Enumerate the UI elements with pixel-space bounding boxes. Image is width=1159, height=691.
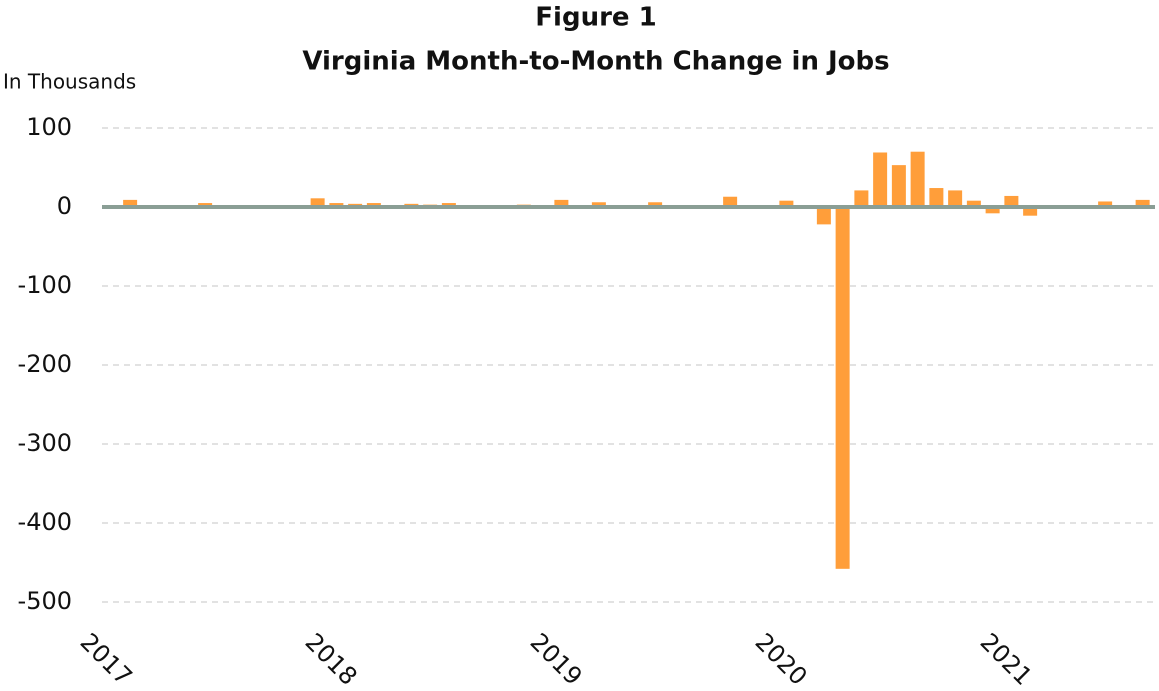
y-tick-label: -500 — [18, 587, 72, 615]
bar — [835, 207, 850, 569]
bar — [854, 190, 869, 207]
y-tick-label: 0 — [57, 192, 72, 220]
x-tick-label: 2018 — [300, 628, 363, 691]
bar — [1023, 207, 1038, 216]
x-tick-label: 2017 — [75, 628, 138, 691]
bar — [554, 199, 569, 207]
bar — [929, 188, 944, 207]
x-tick-label: 2020 — [750, 628, 813, 691]
bar — [948, 190, 963, 207]
bar — [966, 200, 981, 207]
bar — [591, 202, 606, 207]
bar — [1004, 195, 1019, 207]
bar — [985, 207, 1000, 214]
bar — [648, 202, 663, 207]
y-tick-label: -100 — [18, 271, 72, 299]
bar — [873, 152, 888, 207]
bar — [1098, 201, 1113, 207]
y-tick-label: -400 — [18, 508, 72, 536]
y-tick-label: 100 — [26, 113, 72, 141]
bar — [1135, 199, 1150, 207]
bar — [816, 207, 831, 225]
chart-title: Figure 1 — [535, 3, 656, 33]
bar — [779, 200, 794, 207]
y-tick-label: -200 — [18, 350, 72, 378]
bar — [910, 151, 925, 207]
y-tick-label: -300 — [18, 429, 72, 457]
bar — [723, 196, 738, 207]
x-tick-label: 2019 — [525, 628, 588, 691]
y-axis-label: In Thousands — [3, 70, 136, 94]
bar — [891, 165, 906, 207]
bar — [123, 199, 138, 207]
chart-subtitle: Virginia Month-to-Month Change in Jobs — [302, 47, 889, 77]
x-tick-label: 2021 — [975, 628, 1038, 691]
bar — [310, 198, 325, 207]
